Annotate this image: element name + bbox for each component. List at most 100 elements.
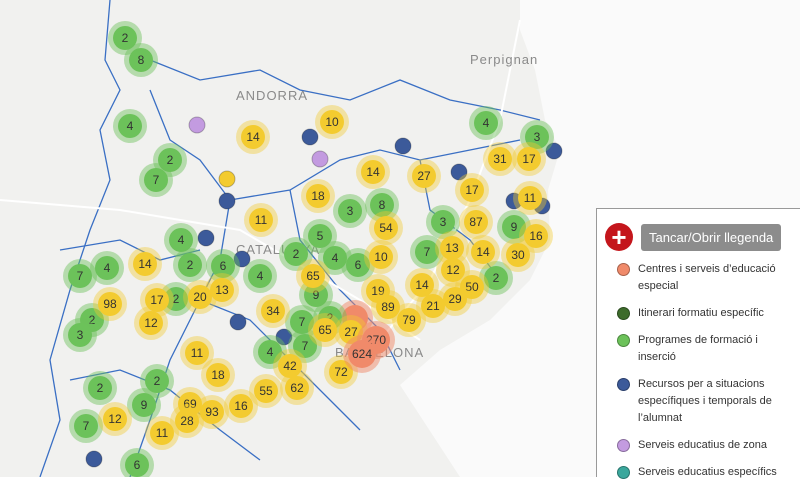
cluster[interactable]: 7 [69,409,103,443]
cluster[interactable]: 16 [519,219,553,253]
cluster[interactable]: 34 [256,294,290,328]
cluster-count: 3 [534,130,541,144]
cluster[interactable]: 6 [341,248,375,282]
cluster[interactable]: 14 [128,247,162,281]
cluster[interactable]: 7 [63,259,97,293]
cluster[interactable]: 13 [435,231,469,265]
cluster[interactable]: 93 [195,395,229,429]
cluster[interactable]: 2 [108,21,142,55]
cluster[interactable]: 12 [436,253,470,287]
cluster[interactable]: 14 [356,155,390,189]
cluster[interactable]: 4 [318,241,352,275]
cluster[interactable]: 2 [479,261,513,295]
cluster[interactable]: 4 [243,259,277,293]
cluster[interactable]: 20 [183,280,217,314]
cluster[interactable]: 11 [513,181,547,215]
cluster[interactable]: 11 [145,416,179,450]
cluster[interactable]: 2 [159,282,193,316]
cluster-core [145,369,169,393]
cluster[interactable]: 62 [280,371,314,405]
cluster[interactable]: 98 [93,287,127,321]
cluster[interactable]: 65 [296,259,330,293]
cluster[interactable]: 29 [438,282,472,316]
cluster[interactable]: 6 [206,249,240,283]
cluster[interactable]: 28 [170,404,204,438]
cluster-core [68,323,92,347]
cluster[interactable]: 18 [201,358,235,392]
cluster[interactable]: 17 [455,173,489,207]
cluster[interactable]: 42 [273,349,307,383]
cluster[interactable]: 27 [407,159,441,193]
cluster[interactable]: 10 [315,105,349,139]
cluster-core [185,341,209,365]
legend-swatch [617,466,630,479]
cluster[interactable]: 4 [113,109,147,143]
cluster[interactable]: 4 [164,223,198,257]
cluster[interactable]: 2 [279,237,313,271]
cluster[interactable]: 89 [371,290,405,324]
cluster[interactable]: 7 [410,235,444,269]
cluster[interactable]: 55 [249,374,283,408]
cluster[interactable]: 8 [365,188,399,222]
cluster-count: 7 [302,339,309,353]
cluster[interactable]: 17 [140,283,174,317]
cluster[interactable]: 18 [301,179,335,213]
cluster[interactable]: 12 [134,306,168,340]
cluster[interactable]: 16 [224,389,258,423]
cluster[interactable]: 7 [288,329,322,363]
cluster[interactable]: 31 [483,142,517,176]
cluster[interactable]: 9 [127,388,161,422]
cluster[interactable]: 2 [140,364,174,398]
toggle-icon[interactable]: + [605,223,633,251]
cluster[interactable]: 27 [334,315,368,349]
cluster-count: 4 [483,116,490,130]
cluster[interactable]: 7 [139,163,173,197]
cluster[interactable]: 2 [153,143,187,177]
cluster[interactable]: 6 [120,448,154,477]
cluster-core [410,273,434,297]
legend-label: Itinerari formatiu específic [638,307,764,319]
legend-toggle[interactable]: + Tancar/Obrir llegenda [605,223,792,251]
cluster[interactable]: 4 [90,251,124,285]
cluster[interactable]: 14 [236,120,270,154]
cluster-count: 98 [103,297,117,311]
cluster-count: 4 [332,251,339,265]
cluster-count: 4 [127,119,134,133]
cluster[interactable]: 9 [497,210,531,244]
cluster-core [471,240,495,264]
cluster-core [412,164,436,188]
cluster[interactable]: 4 [253,335,287,369]
cluster[interactable]: 2 [173,248,207,282]
cluster[interactable]: 624 [343,335,381,373]
cluster[interactable]: 87 [459,205,493,239]
cluster[interactable]: 13 [205,273,239,307]
cluster[interactable]: 3 [520,120,554,154]
cluster[interactable]: 11 [180,336,214,370]
cluster-count: 7 [153,173,160,187]
cluster-count: 87 [469,215,483,229]
cluster[interactable]: 3 [333,194,367,228]
cluster-count: 3 [440,215,447,229]
cluster[interactable]: 8 [124,43,158,77]
cluster[interactable]: 5 [303,219,337,253]
cluster[interactable]: 11 [244,203,278,237]
cluster[interactable]: 7 [285,305,319,339]
cluster[interactable]: 4 [469,106,503,140]
cluster[interactable]: 3 [63,318,97,352]
cluster[interactable]: 30 [501,238,535,272]
cluster-core [241,125,265,149]
cluster[interactable]: 14 [466,235,500,269]
cluster-core [441,258,465,282]
toggle-button[interactable]: Tancar/Obrir llegenda [641,223,782,251]
cluster[interactable]: 17 [512,142,546,176]
cluster[interactable]: 10 [364,240,398,274]
cluster[interactable]: 79 [392,303,426,337]
cluster[interactable]: 3 [426,205,460,239]
cluster[interactable]: 65 [308,313,342,347]
cluster[interactable]: 21 [416,289,450,323]
cluster[interactable]: 54 [369,211,403,245]
cluster[interactable]: 12 [98,402,132,436]
cluster[interactable]: 14 [405,268,439,302]
cluster[interactable]: 2 [83,371,117,405]
cluster-core [278,354,302,378]
